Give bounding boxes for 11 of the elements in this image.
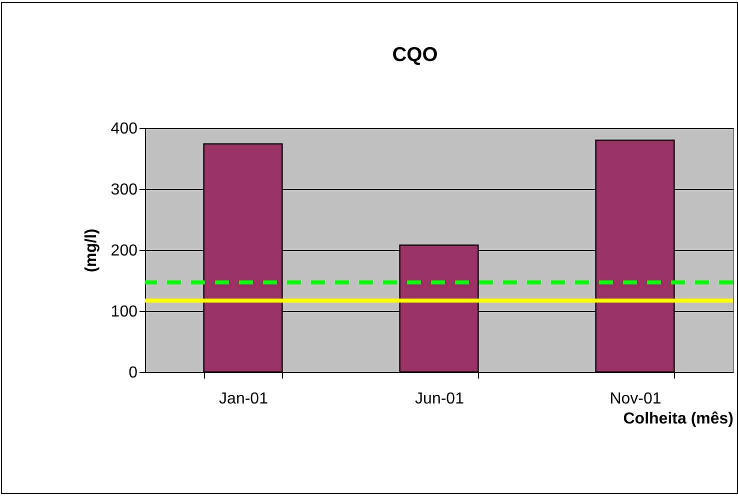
x-axis-title: Colheita (mês) xyxy=(623,410,734,428)
x-tick-label: Jan-01 xyxy=(219,390,268,408)
x-tick-label: Nov-01 xyxy=(610,390,662,408)
y-tick-label: 400 xyxy=(110,120,138,138)
x-tick-label: Jun-01 xyxy=(415,390,464,408)
y-tick-label: 0 xyxy=(128,364,138,382)
y-tick-label: 100 xyxy=(110,304,138,320)
y-tick-label: 300 xyxy=(110,182,138,198)
y-axis-title: (mg/l) xyxy=(82,228,100,272)
y-tick-label: 200 xyxy=(110,242,138,260)
chart-title: CQO xyxy=(392,44,438,66)
